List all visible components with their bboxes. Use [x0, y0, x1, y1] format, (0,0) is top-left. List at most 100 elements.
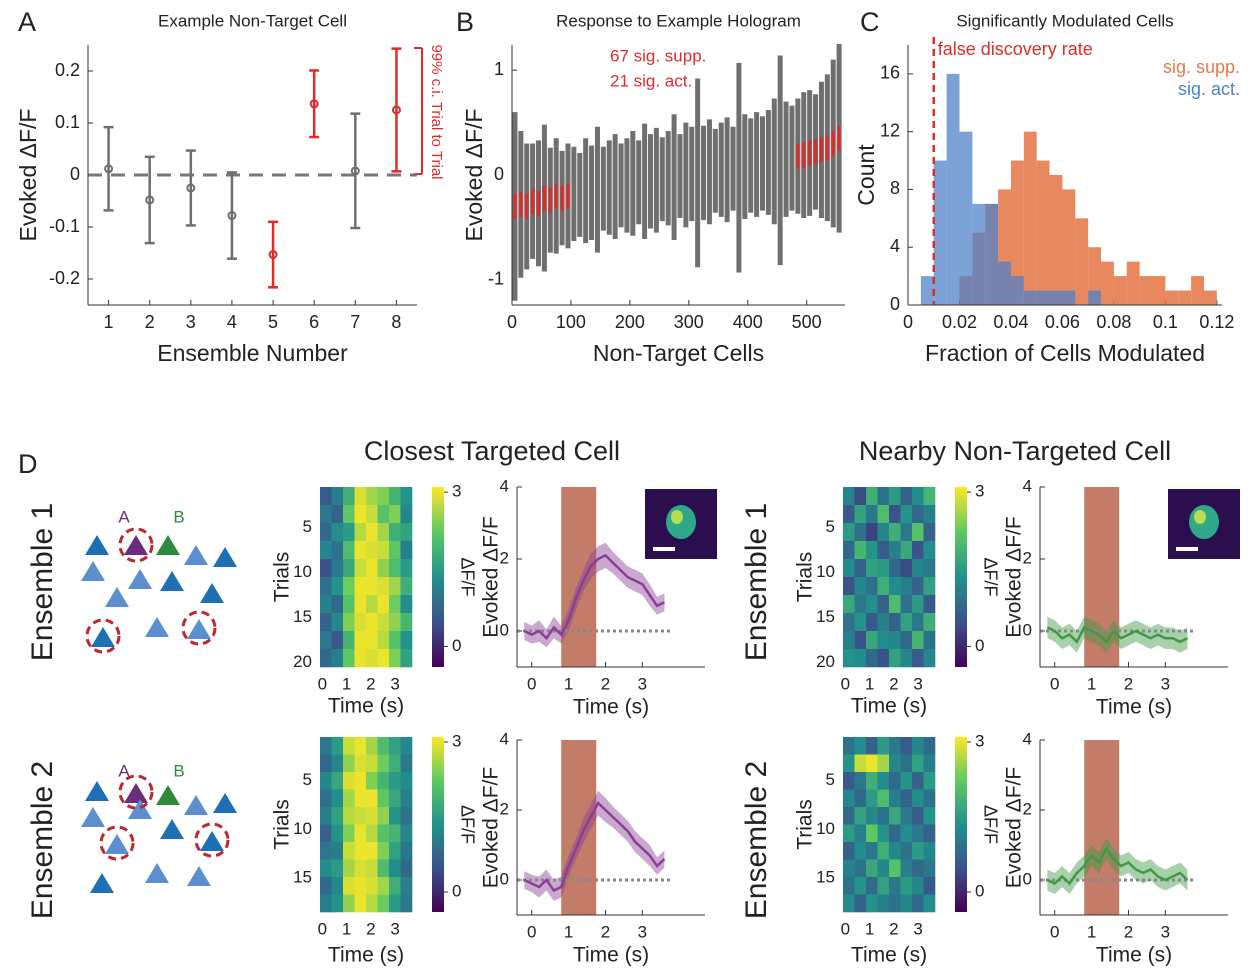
cell-label: B: [173, 507, 184, 526]
cell-icon: [105, 834, 129, 854]
heatmap-cell: [354, 894, 367, 913]
error-band: [524, 542, 665, 648]
heatmap-cell: [854, 595, 867, 614]
cell-label: A: [118, 507, 130, 526]
heatmap-cell: [343, 824, 355, 843]
heatmap-cell: [912, 595, 924, 614]
heatmap-cell: [866, 772, 878, 790]
heatmap-cell: [354, 595, 367, 614]
x-axis-label: Time (s): [1096, 944, 1172, 967]
heatmap-cell: [320, 789, 332, 808]
heatmap-cell: [923, 824, 936, 843]
y-axis-label: Evoked ΔF/F: [1003, 516, 1026, 637]
heatmap-cell: [843, 649, 855, 668]
colorbar-label: ΔF/F: [980, 805, 1000, 844]
heatmap-cell: [377, 559, 390, 578]
cell-icon: [156, 785, 180, 805]
y-tick-label: 10: [816, 819, 835, 838]
cell-icon: [105, 587, 129, 607]
colorbar-label: ΔF/F: [457, 557, 477, 596]
heatmap-cell: [389, 649, 401, 668]
heatmap-cell: [400, 754, 413, 773]
heatmap-cell: [331, 505, 344, 524]
target-circle: [181, 610, 217, 646]
heatmap-cell: [400, 789, 413, 808]
heatmap-cell: [389, 613, 401, 632]
heatmap-cell: [912, 487, 924, 506]
heatmap-cell: [854, 631, 867, 650]
point: [186, 183, 196, 193]
heatmap-cell: [877, 595, 890, 614]
heatmap-cell: [854, 842, 867, 860]
heatmap-cell: [354, 487, 367, 506]
y-axis-label: Count: [853, 144, 879, 206]
histogram-bar: [1023, 290, 1037, 305]
target-circle: [118, 774, 154, 810]
histogram-bar: [920, 276, 934, 305]
cell-label: A: [118, 761, 130, 780]
heatmap-cell: [843, 595, 855, 614]
heatmap-cell: [854, 523, 867, 542]
y-tick-label: 1: [494, 59, 504, 79]
heatmap-cell: [889, 541, 901, 560]
heatmap-cell: [866, 754, 878, 773]
histogram-bar: [946, 73, 960, 305]
heatmap-cell: [331, 613, 344, 632]
heatmap-cell: [923, 631, 936, 650]
heatmap-cell: [389, 754, 401, 773]
mean-line: [1046, 846, 1189, 886]
heatmap-cell: [923, 595, 936, 614]
cell-icon: [213, 793, 237, 813]
heatmap-cell: [866, 649, 878, 668]
x-tick-label: 1: [564, 922, 573, 941]
heatmap-cell: [366, 789, 378, 808]
heatmap-cell: [320, 541, 332, 560]
heatmap-cell: [912, 754, 924, 773]
x-tick-label: 2: [366, 919, 375, 938]
histogram-bar: [933, 160, 947, 305]
heatmap-cell: [400, 824, 413, 843]
heatmap-cell: [377, 807, 390, 825]
histogram-bar: [1178, 290, 1192, 305]
y-tick-label: 5: [826, 517, 835, 536]
heatmap-cell: [377, 541, 390, 560]
heatmap-cell: [889, 877, 901, 895]
heatmap-cell: [843, 842, 855, 860]
y-tick-label: 4: [500, 729, 509, 748]
colorbar-tick-label: 0: [975, 881, 984, 900]
x-tick-label: 3: [638, 674, 647, 693]
heatmap-cell: [366, 894, 378, 913]
heatmap-cell: [343, 789, 355, 808]
colorbar: [432, 737, 444, 912]
histogram-bar: [1010, 160, 1024, 305]
heatmap-cell: [377, 577, 390, 596]
chart-title: Example Non-Target Cell: [158, 11, 347, 30]
heatmap-cell: [877, 772, 890, 790]
heatmap-cell: [889, 859, 901, 878]
heatmap-cell: [377, 894, 390, 913]
heatmap-cell: [923, 859, 936, 878]
y-tick-label: 0.2: [55, 60, 80, 80]
heatmap-cell: [866, 541, 878, 560]
target-circle: [99, 825, 135, 861]
heatmap-cell: [331, 577, 344, 596]
y-tick-label: 4: [1023, 476, 1032, 495]
heatmap-cell: [366, 631, 378, 650]
heatmap-cell: [331, 842, 344, 860]
heatmap-cell: [923, 559, 936, 578]
annotation: 99% c.i. Trial to Trial: [428, 44, 445, 179]
heatmap-cell: [343, 807, 355, 825]
y-axis-label: Evoked ΔF/F: [1003, 767, 1026, 888]
heatmap-cell: [400, 649, 413, 668]
x-axis-label: Time (s): [573, 696, 649, 719]
y-tick-label: -0.2: [49, 268, 80, 288]
y-tick-label: 0: [500, 620, 509, 639]
y-axis-label: Trials: [271, 552, 294, 603]
mean-line: [523, 800, 666, 893]
histogram-bar: [1049, 175, 1063, 305]
heatmap-cell: [366, 523, 378, 542]
heatmap-cell: [866, 631, 878, 650]
x-tick-label: 2: [889, 674, 898, 693]
point: [268, 250, 278, 260]
x-tick-label: 1: [342, 674, 351, 693]
